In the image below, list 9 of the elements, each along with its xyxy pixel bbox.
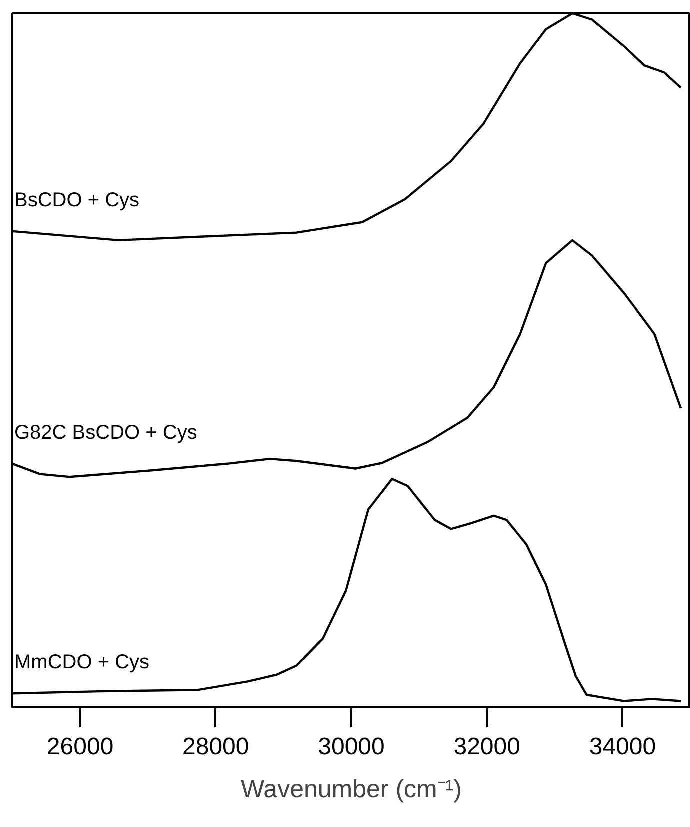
x-tick-label: 32000 — [454, 734, 520, 760]
series-label: G82C BsCDO + Cys — [14, 422, 198, 444]
series-label: MmCDO + Cys — [14, 652, 150, 674]
x-tick-label: 26000 — [46, 734, 114, 760]
series-label: BsCDO + Cys — [14, 189, 140, 212]
x-tick-label: 30000 — [318, 734, 385, 760]
x-tick-label: 34000 — [589, 734, 656, 760]
x-tick-label: 28000 — [182, 734, 250, 760]
x-axis-title: Wavenumber (cm⁻¹) — [241, 776, 462, 804]
